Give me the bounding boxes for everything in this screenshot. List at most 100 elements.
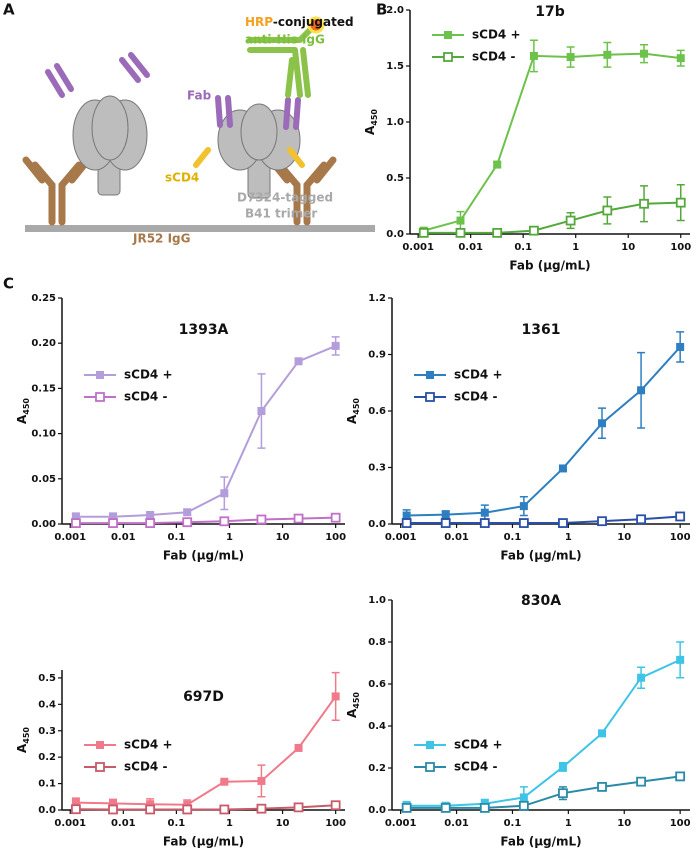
series-line xyxy=(75,516,336,525)
chart-title: 17b xyxy=(535,4,565,20)
point xyxy=(565,215,576,226)
legend-label: sCD4 - xyxy=(472,50,515,64)
x-axis-label: Fab (μg/mL) xyxy=(163,835,244,849)
y-tick-label: 0.2 xyxy=(38,752,56,763)
panel-letter: A xyxy=(3,1,15,19)
y-label-sub: 450 xyxy=(352,398,361,415)
point xyxy=(676,342,685,351)
legend-marker xyxy=(443,52,453,62)
series-line xyxy=(75,344,337,518)
hrp-text: HRP xyxy=(245,15,273,29)
point xyxy=(558,518,568,528)
point xyxy=(529,225,539,236)
y-label-main: A xyxy=(363,125,377,135)
scd4 xyxy=(193,147,305,168)
y-tick-label: 2.0 xyxy=(386,5,404,16)
x-tick-label: 0.1 xyxy=(504,818,522,829)
x-tick-label: 0.01 xyxy=(458,242,483,253)
x-tick-label: 10 xyxy=(617,532,631,543)
hrp-label: HRP-conjugated xyxy=(245,15,354,29)
series-line xyxy=(406,346,681,517)
legend-marker xyxy=(96,741,104,749)
x-tick-label: 0.001 xyxy=(54,818,86,829)
y-tick-label: 1.0 xyxy=(368,595,386,606)
point xyxy=(108,518,118,528)
x-tick-label: 0.001 xyxy=(385,532,417,543)
x-tick-label: 1 xyxy=(572,242,579,253)
point xyxy=(640,49,649,58)
point xyxy=(219,516,230,527)
x-tick-label: 10 xyxy=(617,818,631,829)
x-axis-label: Fab (μg/mL) xyxy=(500,835,581,849)
y-label-sub: 450 xyxy=(22,398,31,415)
point xyxy=(219,804,230,815)
point xyxy=(145,804,156,815)
x-tick-label: 0.1 xyxy=(504,532,522,543)
point xyxy=(636,776,646,787)
legend-marker xyxy=(96,371,104,379)
chart-title: 830A xyxy=(521,593,561,609)
legend-marker xyxy=(425,392,435,402)
point xyxy=(676,655,685,664)
legend-marker xyxy=(426,371,434,379)
x-axis-label: Fab (μg/mL) xyxy=(500,549,581,563)
point xyxy=(71,804,81,815)
y-tick-label: 0.5 xyxy=(386,173,404,184)
point xyxy=(220,777,229,786)
y-label-sub: 450 xyxy=(352,692,361,709)
point xyxy=(182,517,193,528)
anti-his-antibody xyxy=(247,22,318,98)
y-tick-label: 0.0 xyxy=(368,805,386,816)
point xyxy=(558,762,567,771)
y-tick-label: 0.3 xyxy=(368,463,386,474)
point xyxy=(220,489,229,498)
point xyxy=(566,53,575,62)
x-tick-label: 0.1 xyxy=(168,532,186,543)
legend-label: sCD4 - xyxy=(124,760,167,774)
x-tick-label: 0.01 xyxy=(444,818,469,829)
point xyxy=(637,673,646,682)
point xyxy=(456,216,465,225)
y-label-sub: 450 xyxy=(22,727,31,744)
point xyxy=(401,518,412,528)
point xyxy=(440,803,451,813)
y-tick-label: 0.20 xyxy=(31,338,56,349)
point xyxy=(518,518,529,528)
x-tick-label: 0.01 xyxy=(111,532,136,543)
point xyxy=(330,512,341,523)
point xyxy=(675,511,686,522)
y-label-sub: 450 xyxy=(370,109,379,126)
point xyxy=(455,227,466,238)
x-tick-label: 10 xyxy=(621,242,635,253)
series-line xyxy=(406,775,681,809)
x-axis-label: Fab (μg/mL) xyxy=(163,549,244,563)
point xyxy=(639,198,649,209)
point xyxy=(183,508,192,517)
point xyxy=(71,512,80,521)
y-tick-label: 0.8 xyxy=(368,637,386,648)
point xyxy=(257,407,266,415)
point xyxy=(293,802,304,813)
chart-title: 1361 xyxy=(522,322,561,338)
legend-marker xyxy=(425,762,435,772)
point xyxy=(479,803,490,813)
point xyxy=(331,341,340,350)
legend-label: sCD4 + xyxy=(472,28,521,42)
point xyxy=(676,54,685,63)
series-line xyxy=(406,658,681,807)
y-tick-label: 0.10 xyxy=(31,429,56,440)
legend-label: sCD4 + xyxy=(454,738,503,752)
point xyxy=(479,518,490,528)
point xyxy=(402,511,411,520)
y-tick-label: 0.4 xyxy=(368,721,386,732)
point xyxy=(636,514,646,525)
point xyxy=(256,803,267,814)
point xyxy=(518,800,529,811)
point xyxy=(675,771,686,782)
point xyxy=(71,798,80,807)
x-tick-label: 100 xyxy=(670,242,691,253)
x-tick-label: 1 xyxy=(565,532,572,543)
y-tick-label: 0.25 xyxy=(31,293,56,304)
panel-letter: B xyxy=(376,1,387,19)
y-tick-label: 0.6 xyxy=(368,679,386,690)
